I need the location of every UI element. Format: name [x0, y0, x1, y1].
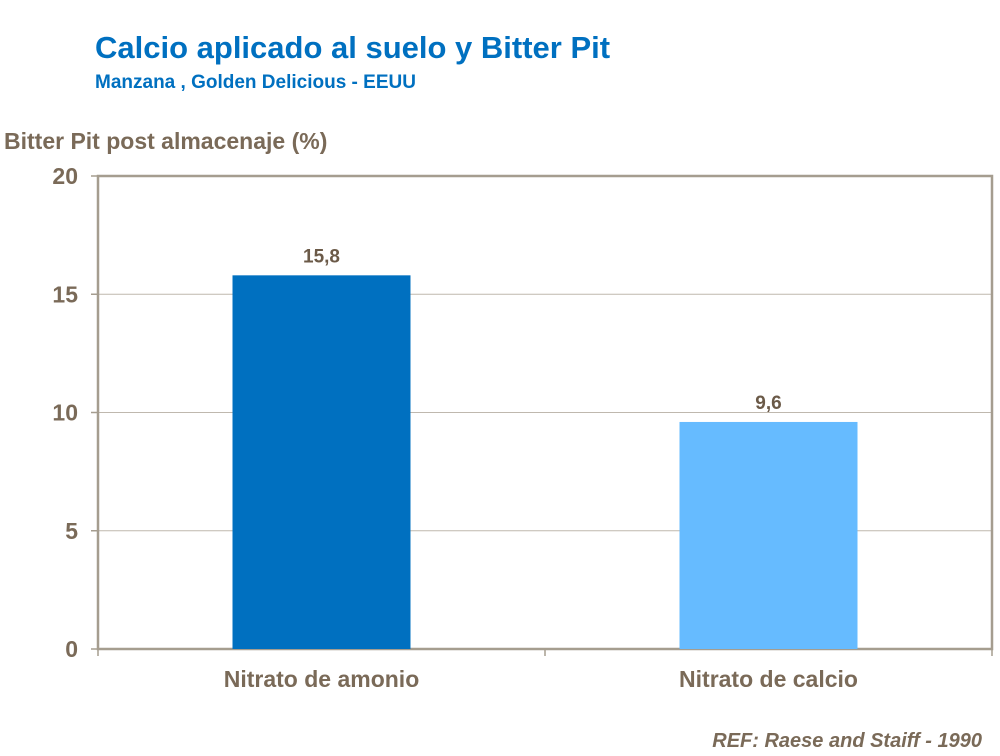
x-category-label: Nitrato de calcio: [679, 666, 858, 692]
y-tick-label: 0: [65, 636, 78, 662]
data-label: 15,8: [303, 246, 340, 267]
y-tick-label: 15: [52, 281, 78, 307]
data-label: 9,6: [755, 393, 781, 414]
chart-subtitle: Manzana , Golden Delicious - EEUU: [95, 72, 416, 93]
y-tick-label: 5: [65, 518, 78, 544]
reference-note: REF: Raese and Staiff - 1990: [712, 730, 982, 752]
y-tick-label: 20: [52, 163, 78, 189]
y-tick-label: 10: [52, 400, 78, 426]
chart-title: Calcio aplicado al suelo y Bitter Pit: [95, 30, 611, 65]
bar: [232, 275, 411, 649]
y-axis-label: Bitter Pit post almacenaje (%): [4, 128, 328, 154]
bar: [679, 421, 858, 649]
x-category-label: Nitrato de amonio: [224, 666, 420, 692]
